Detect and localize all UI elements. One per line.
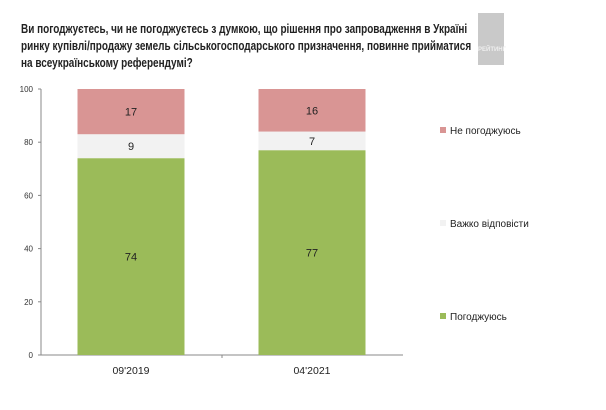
bar-segment: [77, 134, 185, 159]
x-tick-label: 04'2021: [293, 365, 330, 377]
y-tick-label: 0: [29, 351, 34, 360]
y-tick-label: 80: [24, 138, 33, 147]
logo-text: РЕЙТИНГ: [478, 47, 507, 53]
bar-segment: [258, 131, 366, 151]
y-tick-label: 20: [24, 298, 33, 307]
legend-swatch: [440, 313, 446, 319]
data-label: 7: [309, 136, 315, 148]
y-tick-label: 100: [20, 85, 34, 94]
legend-swatch: [440, 220, 446, 226]
y-tick-label: 40: [24, 245, 33, 254]
data-label: 17: [125, 107, 137, 119]
data-label: 9: [128, 141, 134, 153]
data-label: 74: [125, 252, 137, 264]
legend-label: Важко відповісти: [450, 219, 529, 230]
y-tick-label: 60: [24, 191, 33, 200]
legend-label: Не погоджуюсь: [450, 126, 521, 137]
legend-swatch: [440, 127, 446, 133]
bar-segment: [258, 89, 366, 132]
data-label: 16: [306, 105, 318, 117]
data-label: 77: [306, 248, 318, 260]
rating-logo: РЕЙТИНГ: [478, 13, 507, 65]
legend-label: Погоджуюсь: [450, 312, 507, 323]
chart-title: Ви погоджуєтесь, чи не погоджуєтесь з ду…: [21, 21, 472, 70]
bar-segment: [258, 150, 366, 355]
bar-segment: [77, 89, 185, 135]
x-tick-label: 09'2019: [112, 365, 149, 377]
bar-segment: [77, 158, 185, 355]
